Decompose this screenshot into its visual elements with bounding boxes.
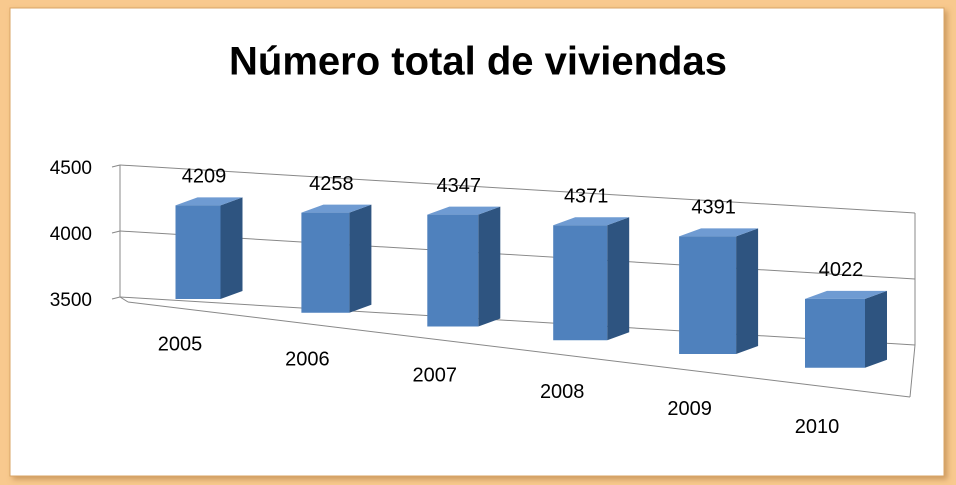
data-label: 4371 [564,186,609,208]
grid-line [119,230,916,280]
bar-side [478,206,501,327]
bar [805,290,887,368]
x-tick-label: 2006 [285,349,330,371]
data-label: 4347 [437,175,482,197]
data-label: 4022 [819,259,864,281]
axis-line [909,344,916,398]
x-tick-label: 2010 [795,416,840,438]
bar-front [427,214,479,327]
data-label: 4258 [309,173,354,195]
bar-top [805,290,887,299]
bar-side [865,290,887,368]
bar-front [301,212,350,313]
bar-side [220,197,243,299]
bar-side [607,217,630,341]
tick-mark [111,230,121,234]
x-tick-label: 2009 [667,398,712,420]
bar-top [553,217,630,226]
x-tick-label: 2007 [413,364,458,386]
x-tick-label: 2008 [540,381,585,403]
grid-line [119,164,916,214]
bar-front [175,205,221,299]
bar-front [805,298,865,368]
tick-mark [111,296,121,300]
bar-top [679,228,759,237]
bar [679,228,759,354]
bar [553,217,630,341]
chart-title: Número total de viviendas [229,40,727,84]
data-label: 4209 [182,166,227,188]
bar [175,197,243,299]
bar-top [175,197,243,206]
grid-line [119,296,916,346]
bar [427,206,501,327]
x-tick-label: 2005 [158,333,203,355]
y-tick-label: 3500 [50,290,92,311]
bar-top [427,206,501,215]
bar-top [301,204,372,213]
y-tick-label: 4500 [50,158,92,179]
y-tick-label: 4000 [50,224,92,245]
axis-line [127,301,911,398]
bar-side [736,228,759,354]
bar-front [553,225,608,341]
bar-side [349,204,372,313]
tick-mark [111,164,121,168]
data-label: 4391 [691,197,736,219]
bar-front [679,236,737,354]
bar [301,204,372,313]
axis-line [119,296,129,303]
